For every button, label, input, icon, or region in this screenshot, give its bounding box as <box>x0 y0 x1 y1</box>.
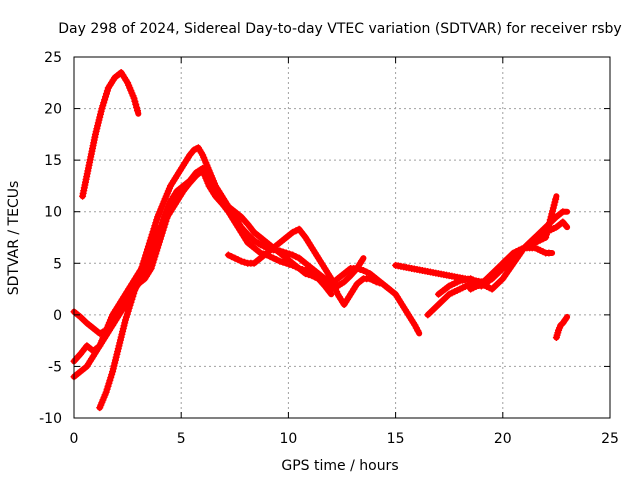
y-tick-label: 25 <box>44 50 62 66</box>
data-layer <box>70 68 571 412</box>
data-point <box>240 258 248 266</box>
data-point <box>228 253 236 261</box>
x-tick-label: 0 <box>70 431 79 447</box>
data-point <box>257 241 265 249</box>
data-point <box>552 195 560 203</box>
plot-frame <box>73 56 611 419</box>
data-point <box>302 267 310 275</box>
data-point <box>266 253 274 261</box>
data-point <box>292 263 300 271</box>
x-axis-label: GPS time / hours <box>281 458 398 474</box>
x-tick-label: 25 <box>601 431 619 447</box>
data-point <box>366 275 374 283</box>
data-point <box>372 278 380 286</box>
series-track-7 <box>392 208 571 286</box>
x-tick-label: 10 <box>279 431 297 447</box>
y-tick-label: 0 <box>53 308 62 324</box>
data-point <box>132 100 140 108</box>
series-track-1 <box>79 68 142 200</box>
data-point <box>285 250 293 258</box>
data-point <box>289 251 297 259</box>
x-tick-label: 15 <box>387 431 405 447</box>
x-tick-label: 5 <box>177 431 186 447</box>
y-tick-label: -10 <box>39 411 62 427</box>
data-point <box>289 261 297 269</box>
data-point <box>279 258 287 266</box>
data-point <box>289 228 297 236</box>
series-track <box>392 208 571 285</box>
y-axis: -10 -5 0 5 10 15 20 25 <box>39 50 610 427</box>
series-track-4 <box>70 166 335 381</box>
data-point <box>234 256 242 264</box>
data-point <box>237 257 245 265</box>
data-point <box>231 254 239 262</box>
series-track-8 <box>424 193 560 319</box>
series-track <box>71 167 335 380</box>
data-point <box>295 264 303 272</box>
data-point <box>260 242 268 250</box>
data-point <box>383 283 391 291</box>
data-point <box>298 265 306 273</box>
data-point <box>276 257 284 265</box>
y-tick-label: 15 <box>44 153 62 169</box>
series-track-6 <box>224 225 393 309</box>
data-point <box>292 227 300 235</box>
y-tick-label: 5 <box>53 256 62 272</box>
data-point <box>561 316 569 324</box>
data-point <box>369 276 377 284</box>
data-point <box>130 94 138 102</box>
data-point <box>414 327 422 335</box>
y-tick-label: 20 <box>44 102 62 118</box>
data-point <box>561 221 569 229</box>
data-point <box>224 251 232 259</box>
data-point <box>359 267 367 275</box>
data-point <box>559 208 567 216</box>
data-point <box>273 256 281 264</box>
grid <box>74 57 610 418</box>
data-point <box>545 249 553 257</box>
data-point <box>282 259 290 267</box>
data-point <box>305 268 313 276</box>
chart-title: Day 298 of 2024, Sidereal Day-to-day VTE… <box>58 21 621 37</box>
data-point <box>131 97 139 105</box>
y-tick-label: 10 <box>44 205 62 221</box>
data-point <box>358 257 366 265</box>
data-point <box>325 287 333 295</box>
data-point <box>269 254 277 262</box>
data-point <box>166 206 174 214</box>
data-point <box>133 104 141 112</box>
y-axis-label: SDTVAR / TECUs <box>6 181 22 296</box>
x-tick-label: 20 <box>494 431 512 447</box>
series-track-11 <box>434 218 571 298</box>
y-tick-label: -5 <box>48 359 62 375</box>
x-axis: 0 5 10 15 20 25 <box>70 57 619 447</box>
data-point <box>376 279 384 287</box>
data-point <box>363 268 371 276</box>
series-track-10 <box>552 313 571 342</box>
data-point <box>292 253 300 261</box>
data-point <box>285 260 293 268</box>
data-point <box>133 107 141 115</box>
